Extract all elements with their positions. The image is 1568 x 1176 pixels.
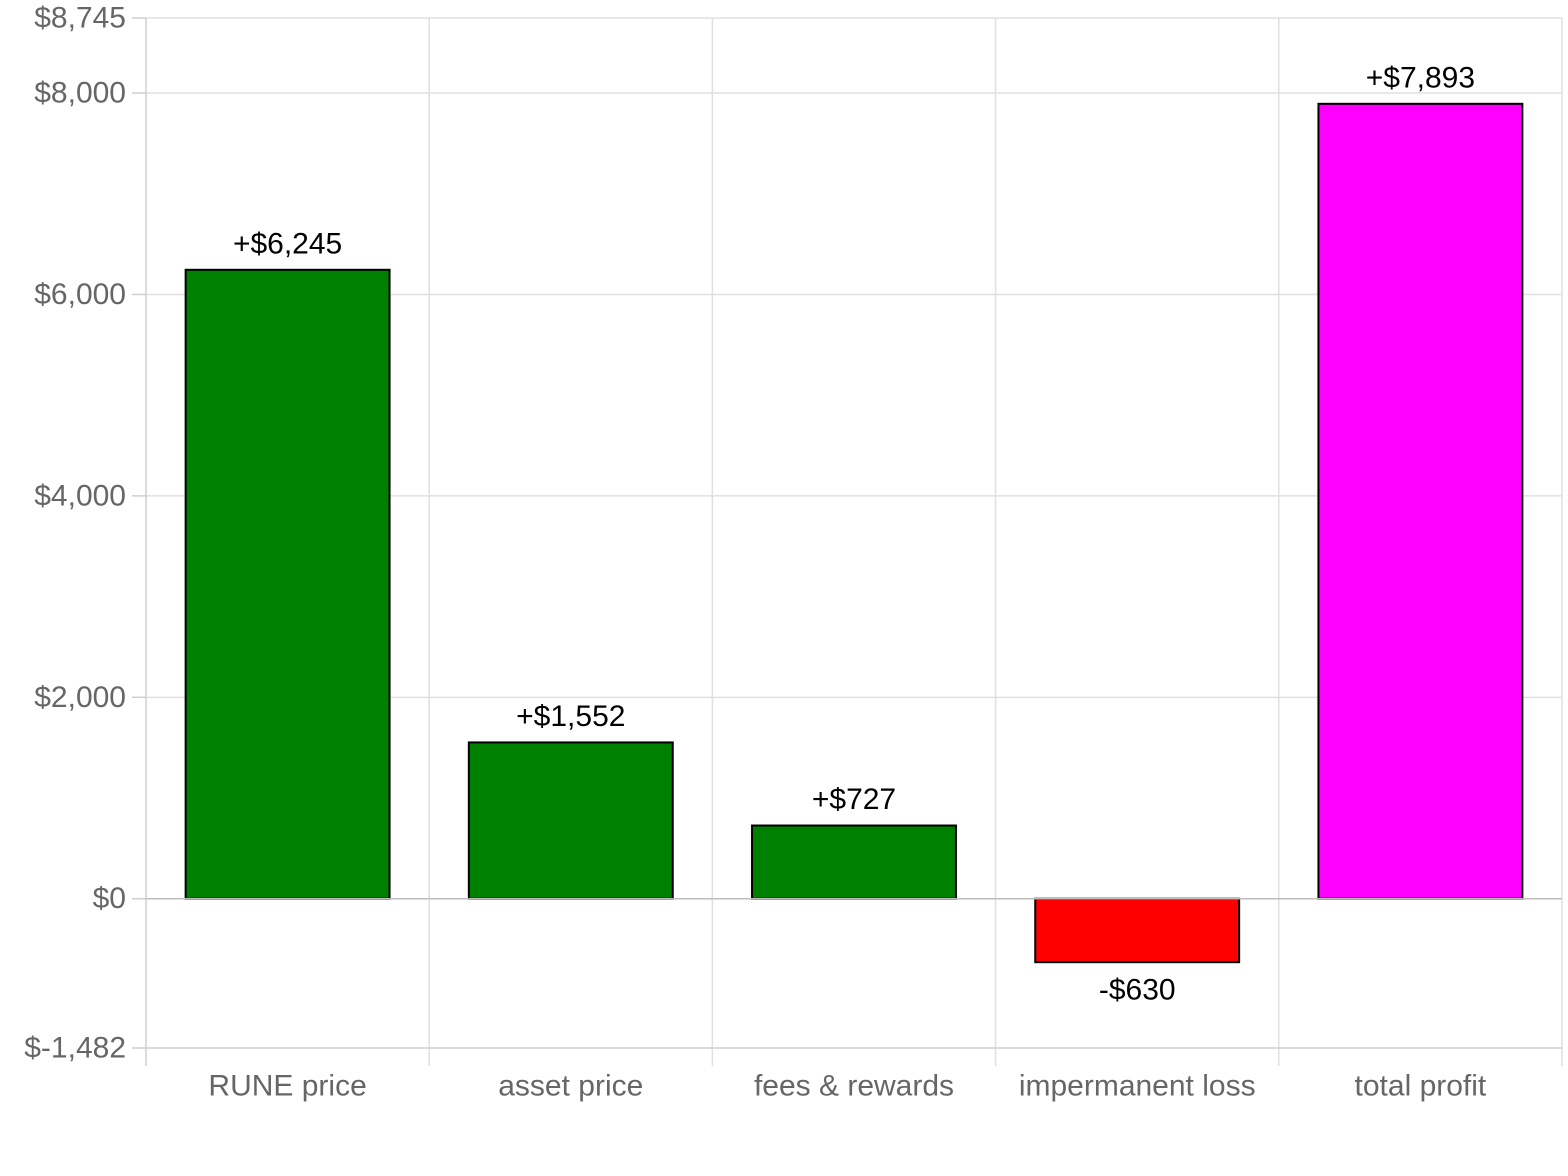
x-tick-label: fees & rewards xyxy=(754,1070,954,1103)
bars xyxy=(184,102,1524,964)
y-tick-label: $0 xyxy=(93,882,126,915)
labels: $8,745 $8,000 $6,000 $4,000 $2,000 $0 $-1,482 +… xyxy=(24,2,1487,1103)
bar xyxy=(467,741,674,900)
y-tick-label: $8,000 xyxy=(34,77,126,110)
data-label: +$6,245 xyxy=(233,227,342,260)
x-tick-label: impermanent loss xyxy=(1019,1070,1256,1103)
y-tick-label: $8,745 xyxy=(34,2,126,35)
data-label: +$1,552 xyxy=(516,700,625,733)
x-tick-label: asset price xyxy=(498,1070,643,1103)
data-label: +$7,893 xyxy=(1366,61,1475,94)
y-tick-label: $2,000 xyxy=(34,681,126,714)
y-tick-label: $6,000 xyxy=(34,278,126,311)
bar xyxy=(1034,897,1241,964)
data-label: +$727 xyxy=(812,783,896,816)
axes xyxy=(132,17,1562,1066)
bar xyxy=(1317,102,1524,900)
y-tick-label: $-1,482 xyxy=(24,1032,126,1065)
bar xyxy=(184,268,391,900)
y-tick-label: $4,000 xyxy=(34,479,126,512)
x-tick-label: RUNE price xyxy=(208,1070,366,1103)
data-label: -$630 xyxy=(1099,974,1176,1007)
x-tick-label: total profit xyxy=(1355,1070,1487,1103)
bar xyxy=(751,824,957,900)
